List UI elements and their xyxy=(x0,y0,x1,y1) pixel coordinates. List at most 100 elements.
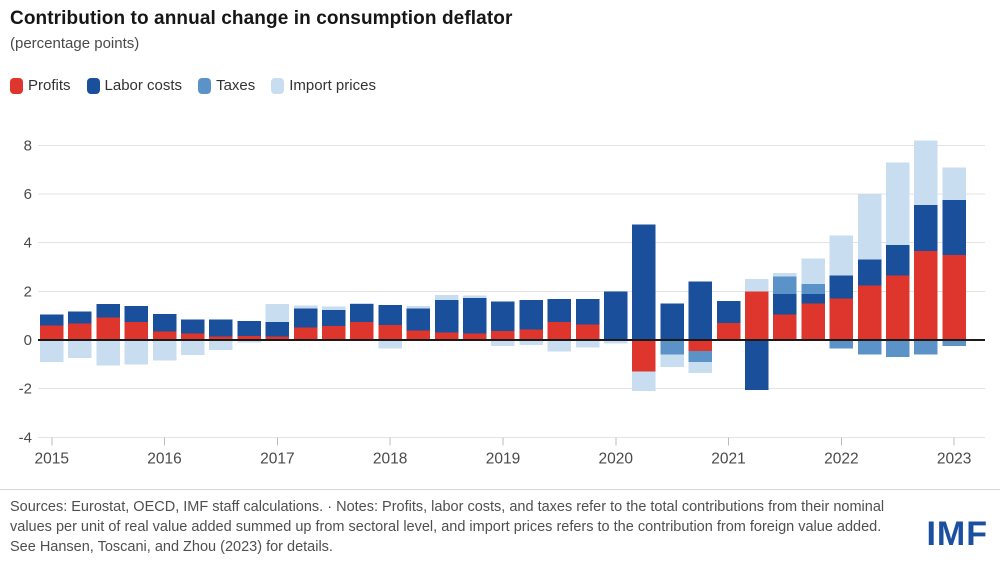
bar-segment-import-prices xyxy=(660,354,684,367)
bar-2022Q4 xyxy=(914,140,938,355)
legend-swatch-icon xyxy=(10,77,23,94)
legend-item-taxes: Taxes xyxy=(198,77,255,94)
bar-segment-labor-costs xyxy=(181,319,205,334)
bar-segment-import-prices xyxy=(181,340,205,356)
bar-2022Q2 xyxy=(857,194,882,355)
bar-segment-profits xyxy=(491,330,515,340)
bar-2023Q1 xyxy=(942,167,966,347)
bar-segment-labor-costs xyxy=(152,313,177,332)
bar-segment-labor-costs xyxy=(575,298,600,325)
bar-segment-labor-costs xyxy=(632,224,656,340)
bar-segment-labor-costs xyxy=(491,301,515,331)
bar-segment-taxes xyxy=(688,350,713,362)
bar-2016Q4 xyxy=(237,320,261,343)
bar-segment-profits xyxy=(237,336,261,340)
bar-segment-labor-costs xyxy=(914,204,938,252)
bar-2016Q2 xyxy=(181,319,205,356)
bar-segment-import-prices xyxy=(209,340,233,350)
bar-2019Q3 xyxy=(547,299,572,352)
bar-segment-profits xyxy=(181,333,205,340)
bar-2020Q1 xyxy=(604,291,628,344)
bar-segment-taxes xyxy=(660,340,684,355)
bar-2015Q3 xyxy=(96,303,120,366)
bar-2022Q3 xyxy=(886,162,910,358)
y-axis-tick-label: 0 xyxy=(24,332,32,349)
bar-segment-profits xyxy=(265,336,290,340)
bar-segment-profits xyxy=(378,324,402,340)
bar-segment-profits xyxy=(209,336,233,340)
y-axis-tick-label: 4 xyxy=(24,235,32,252)
bar-segment-labor-costs xyxy=(96,303,120,318)
bar-segment-import-prices xyxy=(463,295,487,299)
legend-item-labor-costs: Labor costs xyxy=(86,77,183,94)
x-axis-tick-label: 2021 xyxy=(711,450,745,467)
page-title: Contribution to annual change in consump… xyxy=(10,8,513,29)
bar-segment-labor-costs xyxy=(857,259,882,286)
x-axis-tick-label: 2019 xyxy=(486,450,520,467)
bar-segment-import-prices xyxy=(886,162,910,246)
legend-label: Labor costs xyxy=(104,77,183,94)
bar-segment-labor-costs xyxy=(942,200,966,255)
bar-segment-profits xyxy=(745,291,769,340)
bar-segment-labor-costs xyxy=(406,308,431,331)
y-axis-tick-label: 2 xyxy=(24,283,32,300)
bar-2018Q2 xyxy=(406,305,431,340)
bar-segment-import-prices xyxy=(688,361,713,373)
bar-segment-profits xyxy=(547,322,572,340)
bar-segment-profits xyxy=(152,331,177,340)
bar-segment-labor-costs xyxy=(124,305,149,322)
chart-area: 8 6 4 2 0 -2 -4 2015 2016 2017 2018 2019 2020 2021 202… xyxy=(0,98,1000,483)
bar-segment-profits xyxy=(40,325,64,340)
bar-segment-profits xyxy=(886,275,910,340)
x-axis-tick-label: 2020 xyxy=(599,450,634,467)
bar-segment-import-prices xyxy=(237,340,261,343)
legend-item-import-prices: Import prices xyxy=(271,77,376,94)
bar-segment-import-prices xyxy=(491,340,515,347)
bar-segment-profits xyxy=(914,251,938,340)
bar-segment-taxes xyxy=(857,340,882,355)
bar-2016Q1 xyxy=(152,313,177,361)
bar-segment-profits xyxy=(857,285,882,340)
y-axis-tick-label: -2 xyxy=(19,381,32,398)
bar-segment-import-prices xyxy=(801,258,825,285)
bar-segment-labor-costs xyxy=(463,298,487,334)
bar-segment-import-prices xyxy=(519,340,543,345)
bar-segment-profits xyxy=(688,340,713,351)
bar-segment-labor-costs xyxy=(716,301,741,323)
legend-label: Taxes xyxy=(216,77,256,94)
x-axis-tick-label: 2023 xyxy=(937,450,971,467)
bar-2022Q1 xyxy=(829,235,854,349)
bar-segment-import-prices xyxy=(293,305,318,309)
bar-segment-profits xyxy=(406,330,431,340)
bar-segment-labor-costs xyxy=(293,308,318,328)
bar-segment-labor-costs xyxy=(688,281,713,340)
bar-segment-profits xyxy=(434,332,459,340)
bar-segment-import-prices xyxy=(773,273,797,277)
bar-segment-profits xyxy=(293,327,318,340)
bar-segment-profits xyxy=(632,340,656,372)
bar-2015Q4 xyxy=(124,305,149,365)
bar-segment-import-prices xyxy=(152,340,177,361)
x-axis-tick-label: 2018 xyxy=(373,450,407,467)
bar-segment-import-prices xyxy=(265,303,290,322)
source-note: Sources: Eurostat, OECD, IMF staff calcu… xyxy=(10,499,885,555)
bar-segment-import-prices xyxy=(96,340,120,366)
bar-2020Q2 xyxy=(632,224,656,392)
bar-2018Q4 xyxy=(463,295,487,340)
bar-segment-import-prices xyxy=(322,306,346,311)
imf-logo: IMF xyxy=(926,515,988,553)
legend-swatch-icon xyxy=(86,77,100,94)
legend-label: Import prices xyxy=(289,77,376,94)
bar-segment-profits xyxy=(68,323,92,340)
bar-2020Q4 xyxy=(688,281,713,373)
bar-segment-profits xyxy=(829,298,854,340)
y-axis-tick-label: -4 xyxy=(19,429,32,446)
bar-segment-labor-costs xyxy=(265,321,290,337)
bar-2019Q2 xyxy=(519,300,543,345)
bar-2017Q1 xyxy=(265,303,290,340)
bar-segment-profits xyxy=(716,322,741,340)
bar-segment-taxes xyxy=(773,276,797,294)
bar-segment-labor-costs xyxy=(322,310,346,326)
bar-segment-import-prices xyxy=(942,167,966,201)
